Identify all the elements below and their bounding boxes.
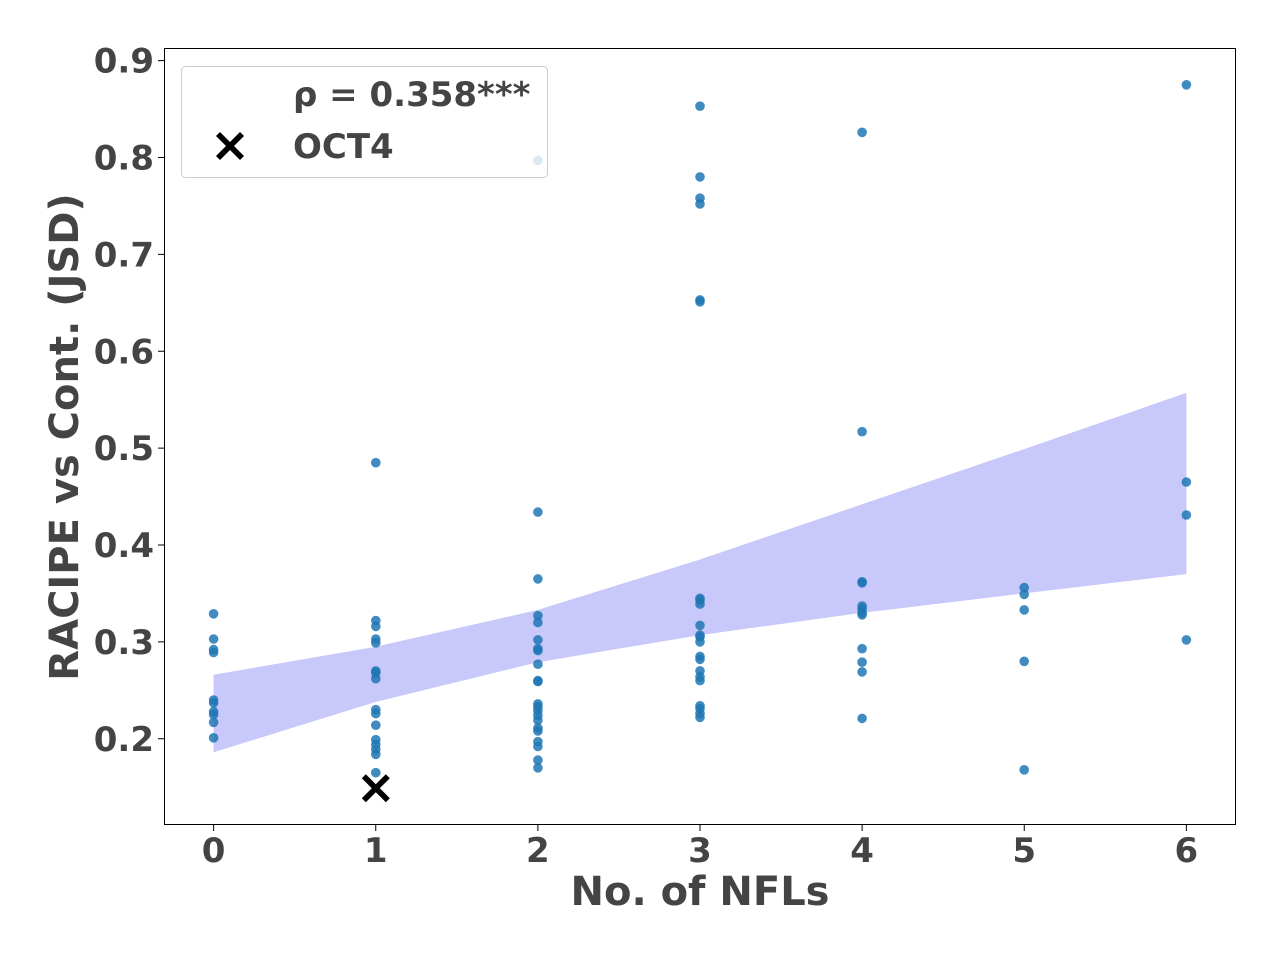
data-point bbox=[857, 127, 867, 138]
data-point bbox=[1019, 582, 1029, 593]
data-point bbox=[695, 654, 705, 665]
data-point bbox=[1181, 477, 1192, 487]
data-point bbox=[1019, 589, 1029, 600]
data-point bbox=[533, 610, 543, 621]
data-point bbox=[533, 659, 543, 669]
y-tick-label: 0.9 bbox=[94, 42, 154, 82]
data-point bbox=[695, 712, 705, 723]
data-point bbox=[533, 574, 543, 584]
data-point bbox=[857, 578, 867, 588]
data-point bbox=[695, 101, 705, 111]
data-point bbox=[533, 507, 543, 517]
data-point bbox=[371, 621, 381, 632]
confidence-band-layer bbox=[213, 392, 1187, 753]
data-point bbox=[1181, 80, 1192, 90]
data-point bbox=[371, 457, 381, 468]
data-point bbox=[857, 643, 867, 654]
data-point bbox=[533, 763, 543, 773]
highlight-layer bbox=[361, 774, 390, 803]
data-point bbox=[208, 634, 219, 644]
data-point bbox=[695, 675, 705, 686]
data-point bbox=[533, 726, 543, 736]
data-point bbox=[371, 720, 381, 730]
data-point bbox=[1019, 765, 1029, 775]
data-point bbox=[695, 599, 705, 609]
data-point bbox=[857, 667, 867, 677]
data-point bbox=[533, 755, 543, 765]
y-tick-label: 0.2 bbox=[94, 720, 154, 760]
data-point bbox=[371, 749, 381, 760]
data-point bbox=[208, 609, 219, 619]
data-point bbox=[208, 709, 219, 720]
x-tick-label: 1 bbox=[364, 831, 388, 871]
y-tick-label: 0.4 bbox=[94, 526, 154, 566]
x-tick-label: 6 bbox=[1175, 831, 1199, 871]
data-point bbox=[695, 297, 705, 307]
data-point bbox=[857, 610, 867, 620]
data-point bbox=[208, 647, 219, 658]
legend-box bbox=[181, 66, 548, 178]
data-point bbox=[371, 673, 381, 684]
oct4-x-marker-icon bbox=[361, 774, 390, 803]
x-tick-label: 2 bbox=[526, 831, 550, 871]
y-axis-ticks: 0.2 0.3 0.4 0.5 0.6 0.7 0.8 0.9 bbox=[94, 42, 165, 760]
x-tick-label: 4 bbox=[850, 831, 874, 871]
y-tick-label: 0.5 bbox=[94, 429, 154, 469]
data-point bbox=[371, 708, 381, 719]
x-axis-title: No. of NFLs bbox=[571, 869, 830, 915]
data-point bbox=[208, 698, 219, 708]
data-point bbox=[695, 637, 705, 647]
data-point bbox=[857, 426, 867, 437]
data-point bbox=[208, 717, 219, 728]
data-point bbox=[1181, 510, 1192, 520]
data-point bbox=[533, 741, 543, 752]
legend: ρ = 0.358*** OCT4 bbox=[181, 66, 548, 178]
confidence-band bbox=[213, 392, 1187, 753]
data-point bbox=[1181, 635, 1192, 645]
data-point bbox=[695, 620, 705, 631]
data-points-layer bbox=[208, 80, 1192, 778]
legend-x-marker-icon bbox=[216, 132, 244, 160]
data-point bbox=[533, 617, 543, 628]
y-tick-label: 0.7 bbox=[94, 235, 154, 275]
x-axis-ticks: 0 1 2 3 4 5 6 bbox=[202, 824, 1198, 871]
data-point bbox=[695, 199, 705, 209]
data-point bbox=[857, 657, 867, 667]
data-point bbox=[533, 635, 543, 645]
y-tick-label: 0.8 bbox=[94, 139, 154, 179]
data-point bbox=[1019, 605, 1029, 615]
x-tick-label: 0 bbox=[202, 831, 226, 871]
y-axis-title: RACIPE vs Cont. (JSD) bbox=[42, 193, 88, 680]
data-point bbox=[208, 733, 219, 743]
data-point bbox=[371, 767, 381, 778]
data-point bbox=[371, 638, 381, 648]
data-point bbox=[857, 713, 867, 724]
y-tick-label: 0.3 bbox=[94, 623, 154, 663]
data-point bbox=[533, 645, 543, 656]
y-tick-label: 0.6 bbox=[94, 332, 154, 372]
legend-highlight-label: OCT4 bbox=[293, 127, 394, 167]
legend-correlation-label: ρ = 0.358*** bbox=[293, 75, 531, 115]
data-point bbox=[533, 676, 543, 687]
x-tick-label: 5 bbox=[1012, 831, 1036, 871]
data-point bbox=[695, 172, 705, 182]
data-point bbox=[1019, 656, 1029, 667]
x-tick-label: 3 bbox=[688, 831, 712, 871]
data-point bbox=[533, 715, 543, 726]
